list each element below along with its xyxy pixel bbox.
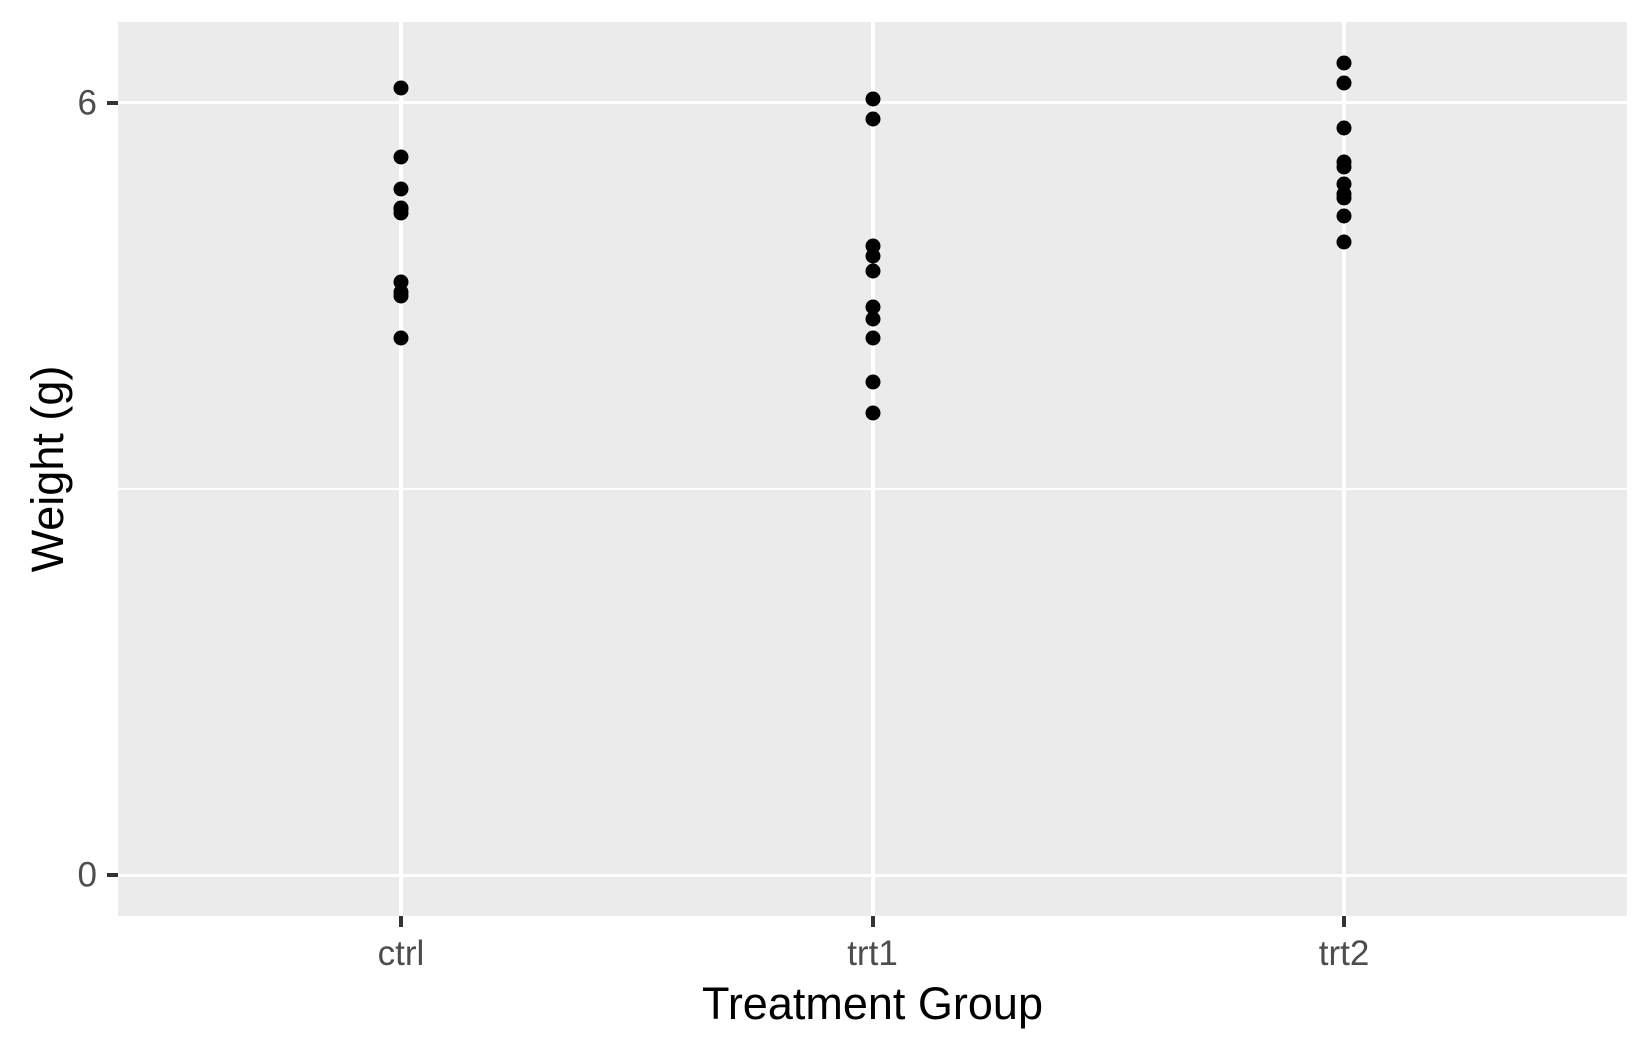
y-axis-tick-mark — [107, 873, 118, 878]
gridline-major-x — [398, 22, 403, 916]
data-point — [865, 111, 880, 127]
y-axis-tick-label: 6 — [77, 83, 97, 123]
data-point — [1336, 159, 1352, 175]
y-axis-tick-label: 0 — [77, 855, 97, 895]
data-point — [1336, 75, 1352, 91]
x-axis-tick-label: trt1 — [847, 934, 898, 973]
data-point — [393, 205, 409, 221]
data-point — [393, 80, 409, 96]
gridline-major-x — [870, 22, 875, 916]
data-point — [865, 330, 880, 346]
data-point — [865, 263, 880, 279]
data-point — [1336, 208, 1352, 224]
data-point — [865, 405, 880, 421]
data-point — [865, 311, 880, 327]
data-point — [393, 330, 409, 346]
x-axis-tick-mark — [398, 916, 403, 927]
y-axis-title: Weight (g) — [22, 365, 73, 573]
data-point — [1336, 234, 1352, 250]
data-point — [865, 91, 880, 107]
data-point — [393, 181, 409, 197]
data-point — [393, 149, 409, 165]
data-point — [393, 284, 409, 300]
x-axis-tick-label: trt2 — [1318, 934, 1370, 973]
x-axis-title: Treatment Group — [702, 978, 1043, 1029]
x-axis-tick-mark — [1342, 916, 1347, 927]
data-point — [1336, 120, 1352, 136]
x-axis-tick-label: ctrl — [377, 934, 425, 973]
data-point — [865, 238, 880, 254]
y-axis-tick-mark — [107, 100, 118, 105]
data-point — [1336, 55, 1352, 71]
data-point — [865, 299, 880, 315]
data-point — [1336, 190, 1352, 206]
data-point — [865, 374, 880, 390]
x-axis-tick-mark — [870, 916, 875, 927]
plot-panel — [118, 22, 1627, 916]
gridline-major-x — [1342, 22, 1347, 916]
